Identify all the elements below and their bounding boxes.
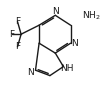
Text: F: F bbox=[10, 30, 15, 39]
Text: NH$_2$: NH$_2$ bbox=[82, 10, 101, 22]
Text: N: N bbox=[52, 7, 59, 16]
Text: F: F bbox=[15, 17, 20, 26]
Text: NH: NH bbox=[60, 64, 74, 73]
Text: N: N bbox=[27, 68, 33, 77]
Text: F: F bbox=[15, 42, 20, 51]
Text: N: N bbox=[71, 39, 78, 48]
